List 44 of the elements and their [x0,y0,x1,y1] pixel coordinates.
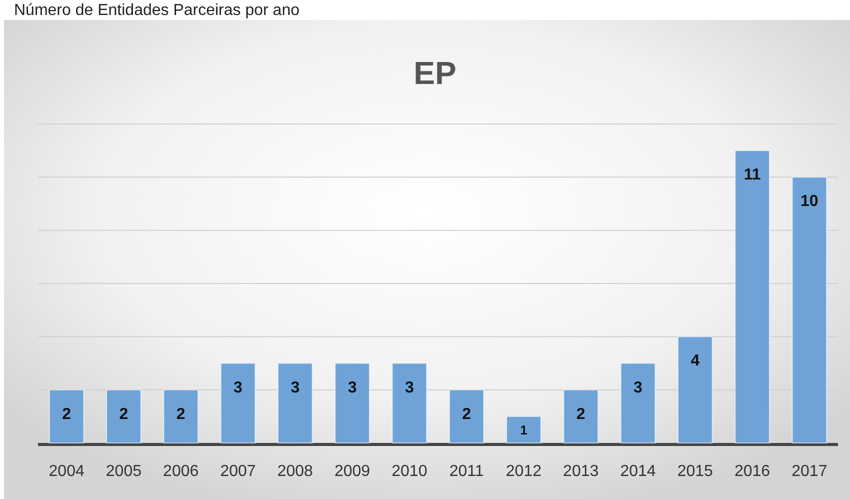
data-label: 2 [576,406,586,423]
x-tick-label: 2007 [220,463,256,480]
bar [163,389,198,444]
bar [792,176,828,444]
bar [620,362,656,444]
bar [220,362,256,444]
data-label: 3 [404,379,414,396]
x-tick-label: 2013 [563,463,599,480]
data-label: 10 [800,193,818,210]
x-tick-label: 2004 [48,463,84,480]
bar [392,362,428,444]
x-tick-label: 2006 [163,463,199,480]
x-tick-label: 2017 [792,463,828,480]
bar [506,416,542,444]
x-tick-label: 2012 [506,463,542,480]
bar [106,389,142,444]
x-tick-label: 2005 [106,463,142,480]
data-label: 1 [520,422,528,438]
data-label: 2 [176,406,186,423]
x-tick-label: 2011 [449,463,484,480]
bar [678,336,713,444]
data-label: 11 [744,166,761,184]
data-label: 3 [234,379,243,396]
bar [48,389,84,444]
bar [448,389,484,444]
bar [278,362,313,444]
bar [734,150,770,444]
data-label: 2 [462,406,472,423]
x-tick-label: 2015 [677,463,714,480]
bar [563,389,598,444]
data-label: 3 [290,379,300,396]
x-tick-label: 2016 [734,463,770,480]
data-label: 3 [348,379,357,396]
x-tick-label: 2010 [392,463,428,480]
data-label: 3 [634,379,643,396]
bar [334,362,370,444]
data-label: 4 [690,352,700,370]
x-tick-label: 2008 [277,463,314,480]
data-label: 2 [119,406,128,423]
x-tick-label: 2014 [620,463,656,480]
x-tick-label: 2009 [334,463,370,480]
chart-subtitle: Número de Entidades Parceiras por ano [14,2,300,19]
chart-title: EP [414,55,456,91]
data-label: 2 [62,406,72,423]
